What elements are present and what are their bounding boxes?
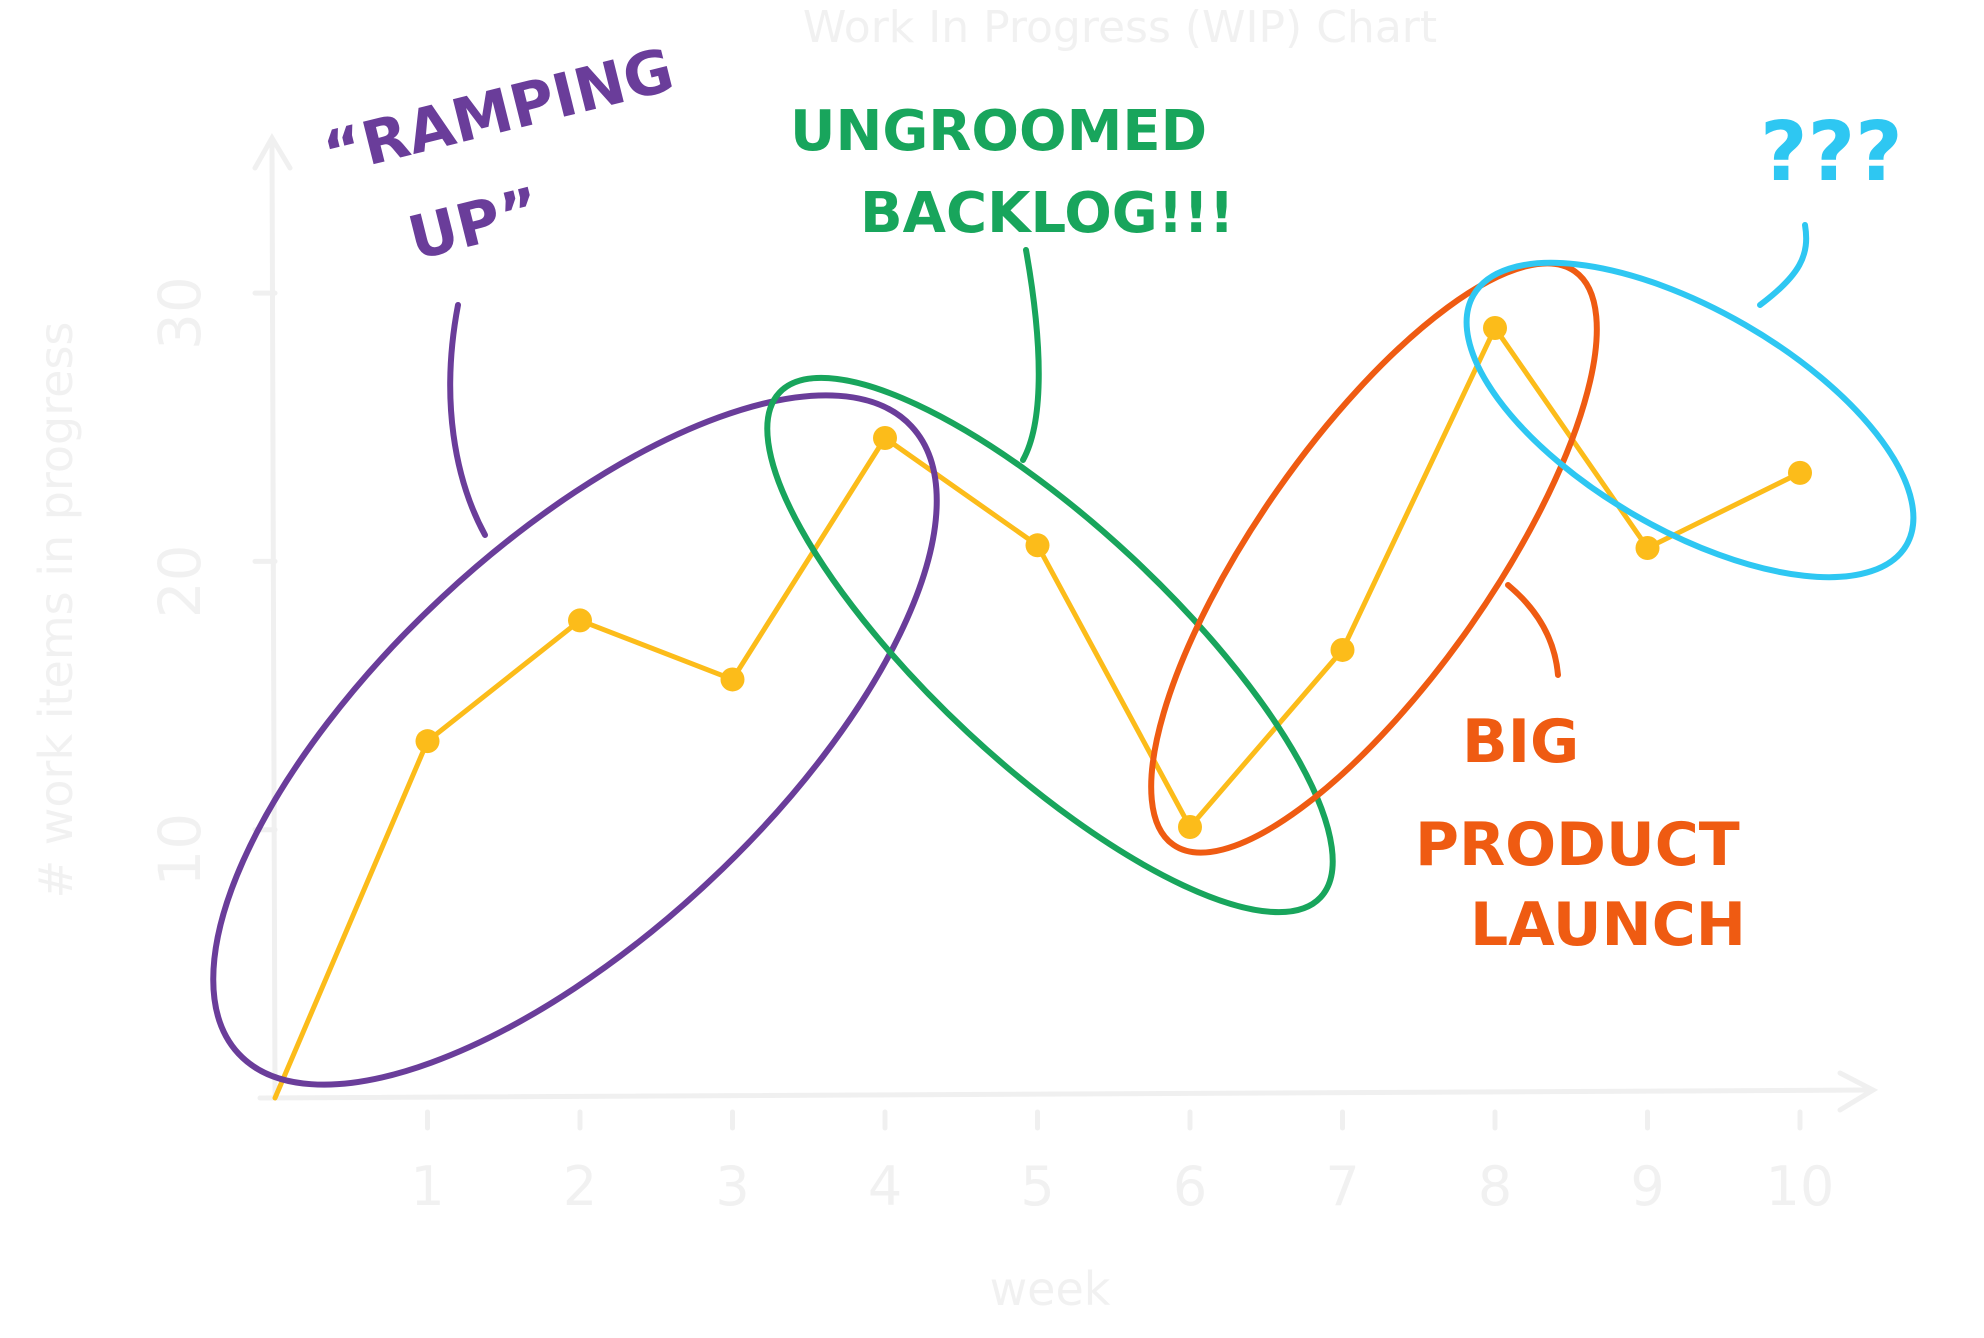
question-ellipse	[1463, 259, 1917, 581]
chart-title: Work In Progress (WIP) Chart	[803, 2, 1437, 53]
big-product-launch-label-line2: PRODUCT	[1415, 810, 1740, 880]
x-tick-label: 9	[1630, 1155, 1664, 1218]
x-tick-label: 3	[715, 1155, 749, 1218]
x-tick-label: 6	[1173, 1155, 1207, 1218]
x-tick-label: 5	[1020, 1155, 1054, 1218]
data-point	[1025, 533, 1050, 558]
x-tick-label: 7	[1325, 1155, 1359, 1218]
y-tick-label: 20	[146, 544, 214, 618]
y-axis-ticks: 10 20 30	[146, 276, 278, 887]
x-tick-label: 1	[410, 1155, 444, 1218]
data-point	[1483, 315, 1507, 340]
x-tick-label: 8	[1478, 1155, 1512, 1218]
ramping-up-ellipse	[210, 392, 940, 1088]
series-layer	[272, 315, 1812, 1101]
question-connector	[1757, 222, 1810, 308]
ungroomed-backlog-label-line1: UNGROOMED	[790, 99, 1207, 164]
x-tick-label: 4	[868, 1155, 902, 1218]
data-point	[720, 667, 745, 692]
ungroomed-backlog-label-line2: BACKLOG!!!	[860, 181, 1234, 246]
x-tick-label: 2	[563, 1155, 597, 1218]
x-tick-label: 10	[1766, 1155, 1835, 1218]
data-point	[1788, 460, 1812, 485]
big-product-launch-ellipse	[1148, 260, 1600, 856]
y-axis-title: # work items in progress	[29, 322, 83, 899]
ramping-up-label-line2: UP”	[402, 174, 548, 274]
x-axis-ticks: 1 2 3 4 5 6 7 8 9 10	[410, 1109, 1835, 1218]
big-product-launch-label-line3: LAUNCH	[1470, 890, 1746, 960]
big-product-launch-label-line1: BIG	[1462, 707, 1579, 777]
y-tick-label: 10	[146, 813, 214, 887]
x-axis-title: week	[990, 1262, 1111, 1316]
ramping-up-connector	[447, 302, 488, 538]
big-product-launch-connector	[1505, 582, 1561, 678]
y-axis-arrow-icon	[252, 133, 293, 171]
x-axis-arrow-icon	[1837, 1070, 1879, 1113]
data-point	[873, 425, 897, 450]
annotation-labels: “RAMPING UP” UNGROOMED BACKLOG!!! BIG PR…	[317, 35, 1903, 960]
y-axis-line	[269, 140, 278, 1101]
y-tick-label: 30	[146, 276, 214, 350]
ungroomed-backlog-connector	[1020, 247, 1042, 463]
x-axis-line	[257, 1087, 1873, 1101]
data-point	[1635, 535, 1660, 560]
data-point	[1178, 815, 1202, 840]
question-marks-label: ???	[1760, 105, 1903, 200]
ramping-up-label-line1: “RAMPING	[317, 35, 681, 189]
annotation-shapes	[210, 222, 1917, 1088]
ungroomed-backlog-ellipse	[764, 374, 1336, 916]
data-point	[415, 729, 440, 754]
data-point	[1330, 637, 1355, 662]
axes	[252, 133, 1879, 1113]
data-point	[568, 608, 592, 633]
